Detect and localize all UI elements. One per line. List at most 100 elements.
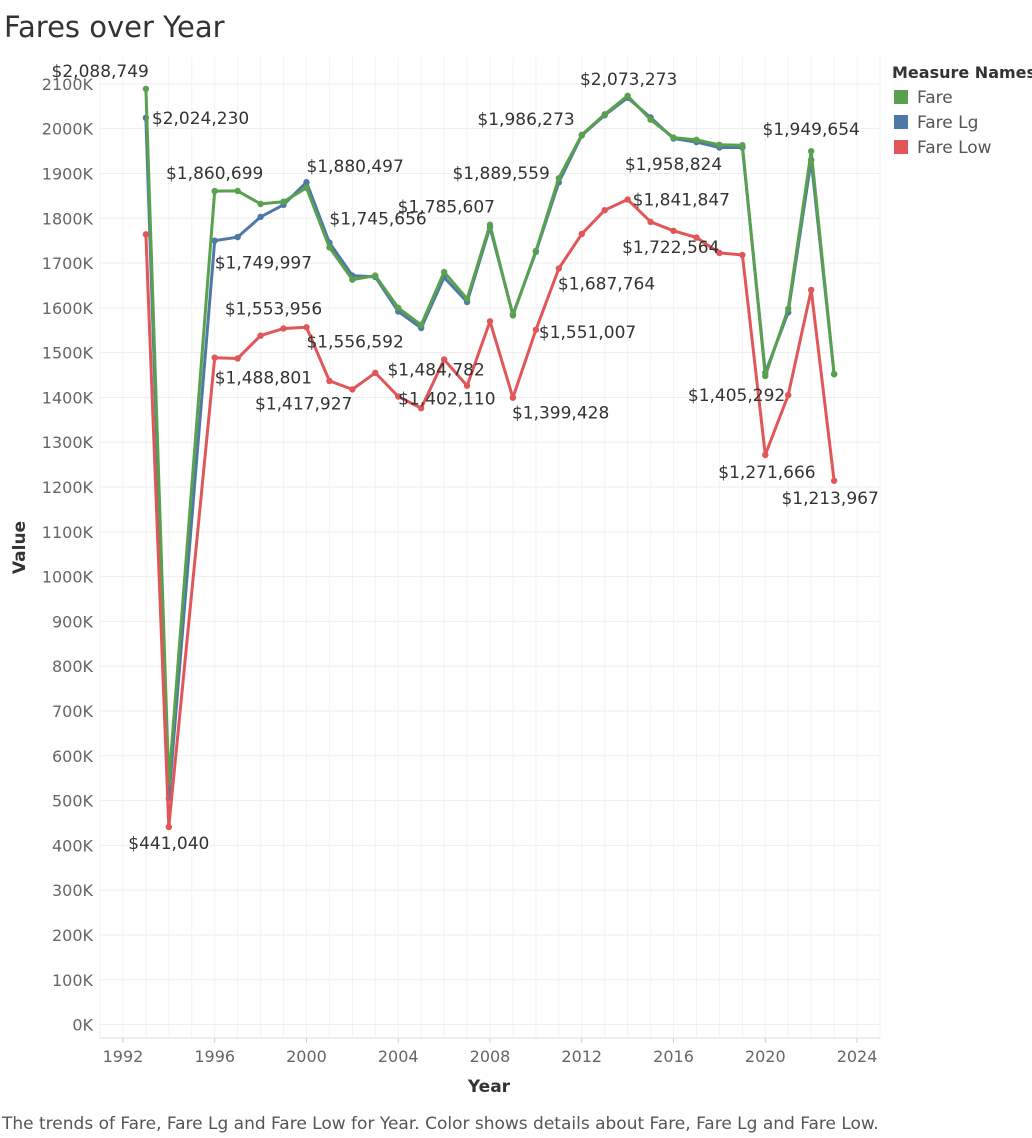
- series: [142, 85, 838, 831]
- data-label: $1,402,110: [398, 389, 495, 409]
- point-fare: [670, 134, 677, 141]
- point-fare-low: [739, 251, 746, 259]
- point-fare: [578, 131, 585, 139]
- x-axis-title: Year: [467, 1077, 511, 1097]
- point-fare-low: [601, 206, 608, 214]
- point-fare-low: [716, 249, 723, 257]
- point-fare-low: [417, 404, 425, 412]
- point-fare: [785, 305, 792, 312]
- data-label: $1,986,273: [477, 110, 574, 130]
- point-fare-low: [830, 477, 838, 484]
- point-fare: [211, 187, 218, 195]
- data-label: $1,399,428: [512, 404, 609, 424]
- chart-caption: The trends of Fare, Fare Lg and Fare Low…: [2, 1114, 879, 1134]
- data-label: $1,405,292: [688, 386, 785, 406]
- point-fare-low: [555, 265, 563, 272]
- point-fare-low: [326, 377, 333, 385]
- x-tick-label: 2008: [470, 1047, 511, 1066]
- point-fare: [142, 85, 150, 93]
- point-fare-low: [486, 318, 494, 325]
- y-tick-label: 1300K: [42, 433, 94, 452]
- y-tick-label: 1200K: [42, 478, 94, 497]
- series-line-fare-low: [144, 198, 836, 829]
- y-tick-label: 700K: [52, 702, 94, 721]
- point-fare-low: [142, 231, 150, 238]
- chart-title: Fares over Year: [4, 10, 225, 44]
- data-label: $1,551,007: [539, 323, 636, 343]
- y-tick-label: 300K: [52, 881, 94, 900]
- point-fare: [830, 370, 838, 378]
- legend-swatch: [894, 115, 908, 129]
- point-fare: [486, 221, 494, 228]
- y-tick-label: 200K: [52, 926, 94, 945]
- point-fare: [395, 304, 402, 312]
- data-label: $1,556,592: [306, 332, 403, 352]
- data-label: $1,745,656: [329, 210, 426, 230]
- point-fare-low: [372, 369, 379, 377]
- legend-swatch: [894, 90, 908, 104]
- point-fare-low: [647, 218, 654, 226]
- y-tick-label: 1800K: [42, 209, 94, 228]
- legend-swatch: [894, 140, 908, 154]
- point-fare: [417, 321, 425, 329]
- y-tick-label: 1400K: [42, 388, 94, 407]
- point-fare-low: [303, 324, 310, 331]
- legend-entry-label: Fare Low: [917, 138, 992, 158]
- point-fare: [234, 187, 241, 195]
- y-tick-label: 2000K: [42, 120, 94, 139]
- point-fare: [807, 148, 815, 155]
- point-fare-low: [234, 355, 241, 362]
- x-tick-label: 2016: [653, 1047, 694, 1066]
- data-label: $2,024,230: [152, 109, 249, 129]
- grid: [99, 57, 881, 1038]
- point-fare: [624, 92, 631, 100]
- data-label: $1,889,559: [452, 164, 549, 184]
- data-label: $2,073,273: [580, 70, 677, 90]
- data-label: $1,949,654: [763, 120, 860, 140]
- point-fare: [303, 184, 310, 191]
- x-tick-label: 2012: [561, 1047, 602, 1066]
- point-fare-low: [211, 354, 218, 361]
- axes: 0K 100K 200K 300K 400K 500K 600K 700K 800K 900K 10…: [10, 75, 880, 1097]
- y-tick-label: 500K: [52, 792, 94, 811]
- point-fare: [349, 276, 356, 283]
- point-fare-low: [280, 325, 287, 332]
- legend-title: Measure Names: [892, 63, 1032, 82]
- point-fare-low: [463, 382, 471, 389]
- series-line-fare: [144, 87, 836, 785]
- y-tick-label: 800K: [52, 657, 94, 676]
- data-label: $1,958,824: [625, 155, 722, 175]
- y-tick-label: 400K: [52, 836, 94, 855]
- data-label: $1,417,927: [255, 394, 352, 414]
- data-label: $2,088,749: [52, 62, 149, 82]
- point-fare-lg: [234, 233, 241, 241]
- line-chart: 0K 100K 200K 300K 400K 500K 600K 700K 800K 900K 10…: [10, 57, 1032, 1097]
- data-label: $1,484,782: [387, 360, 484, 380]
- point-fare-low: [440, 356, 448, 363]
- data-labels: $2,088,749 $2,024,230 $441,040 $1,860,699 $1…: [52, 62, 879, 854]
- point-fare: [509, 312, 517, 319]
- data-label: $1,749,997: [215, 254, 312, 274]
- legend-entry-label: Fare: [917, 88, 953, 108]
- legend-entry-label: Fare Lg: [917, 113, 978, 133]
- data-label: $1,553,956: [225, 299, 322, 319]
- y-tick-label: 100K: [52, 971, 94, 990]
- point-fare: [280, 198, 287, 205]
- point-fare-low: [693, 234, 700, 241]
- data-label: $1,271,666: [718, 463, 815, 483]
- data-label: $1,860,699: [166, 164, 263, 184]
- point-fare: [463, 295, 471, 303]
- point-fare: [762, 372, 769, 380]
- point-fare: [372, 272, 379, 279]
- y-tick-label: 1000K: [42, 568, 94, 587]
- y-tick-label: 600K: [52, 747, 94, 766]
- point-fare: [601, 111, 608, 118]
- point-fare-low: [165, 823, 173, 831]
- data-label: $441,040: [128, 834, 209, 854]
- data-label: $1,841,847: [633, 191, 730, 211]
- y-tick-label: 900K: [52, 612, 94, 631]
- point-fare: [716, 141, 723, 148]
- point-fare-low: [762, 451, 769, 459]
- point-fare: [532, 247, 540, 255]
- x-tick-label: 2004: [378, 1047, 419, 1066]
